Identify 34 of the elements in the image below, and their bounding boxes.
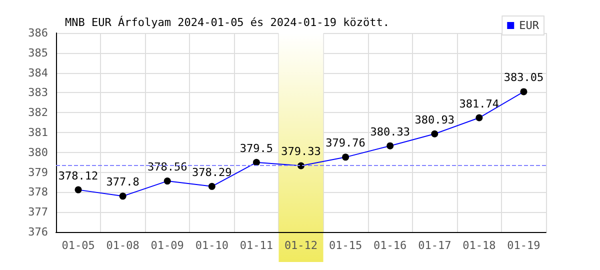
y-tick-label: 381 [28, 126, 48, 139]
data-label: 379.33 [281, 145, 321, 158]
y-tick-label: 385 [28, 46, 48, 60]
x-tick-label: 01-12 [284, 239, 318, 252]
y-tick-label: 380 [28, 146, 48, 159]
x-tick-label: 01-11 [240, 239, 274, 252]
y-tick-label: 378 [28, 186, 48, 199]
data-label: 380.33 [370, 125, 410, 138]
x-tick-label: 01-05 [62, 239, 95, 252]
y-tick-label: 386 [28, 26, 48, 40]
x-tick-label: 01-10 [195, 239, 228, 252]
data-label: 380.93 [414, 113, 455, 126]
x-tick-label: 01-09 [150, 239, 184, 252]
x-tick-label: 01-17 [418, 239, 452, 252]
x-tick-label: 01-08 [106, 239, 140, 252]
y-tick-label: 377 [28, 206, 48, 219]
legend-label: EUR [519, 19, 540, 32]
x-tick-label: 01-18 [462, 239, 496, 252]
data-label: 381.74 [459, 97, 500, 110]
x-tick-label: 01-16 [374, 239, 407, 252]
chart-title: MNB EUR Árfolyam 2024-01-05 és 2024-01-19 között. [65, 15, 390, 29]
y-tick-label: 383 [28, 86, 48, 100]
data-label: 379.5 [240, 142, 274, 155]
data-label: 379.76 [326, 136, 366, 150]
y-tick-label: 384 [28, 66, 48, 80]
data-label: 377.8 [106, 176, 140, 189]
data-label: 378.29 [192, 166, 232, 179]
x-tick-label: 01-15 [328, 239, 362, 252]
y-tick-label: 382 [28, 106, 48, 120]
y-tick-label: 376 [28, 226, 48, 238]
data-label: 378.12 [58, 169, 98, 182]
x-tick-label: 01-19 [507, 239, 540, 252]
data-label: 383.05 [504, 71, 544, 84]
y-tick-label: 379 [28, 166, 48, 179]
